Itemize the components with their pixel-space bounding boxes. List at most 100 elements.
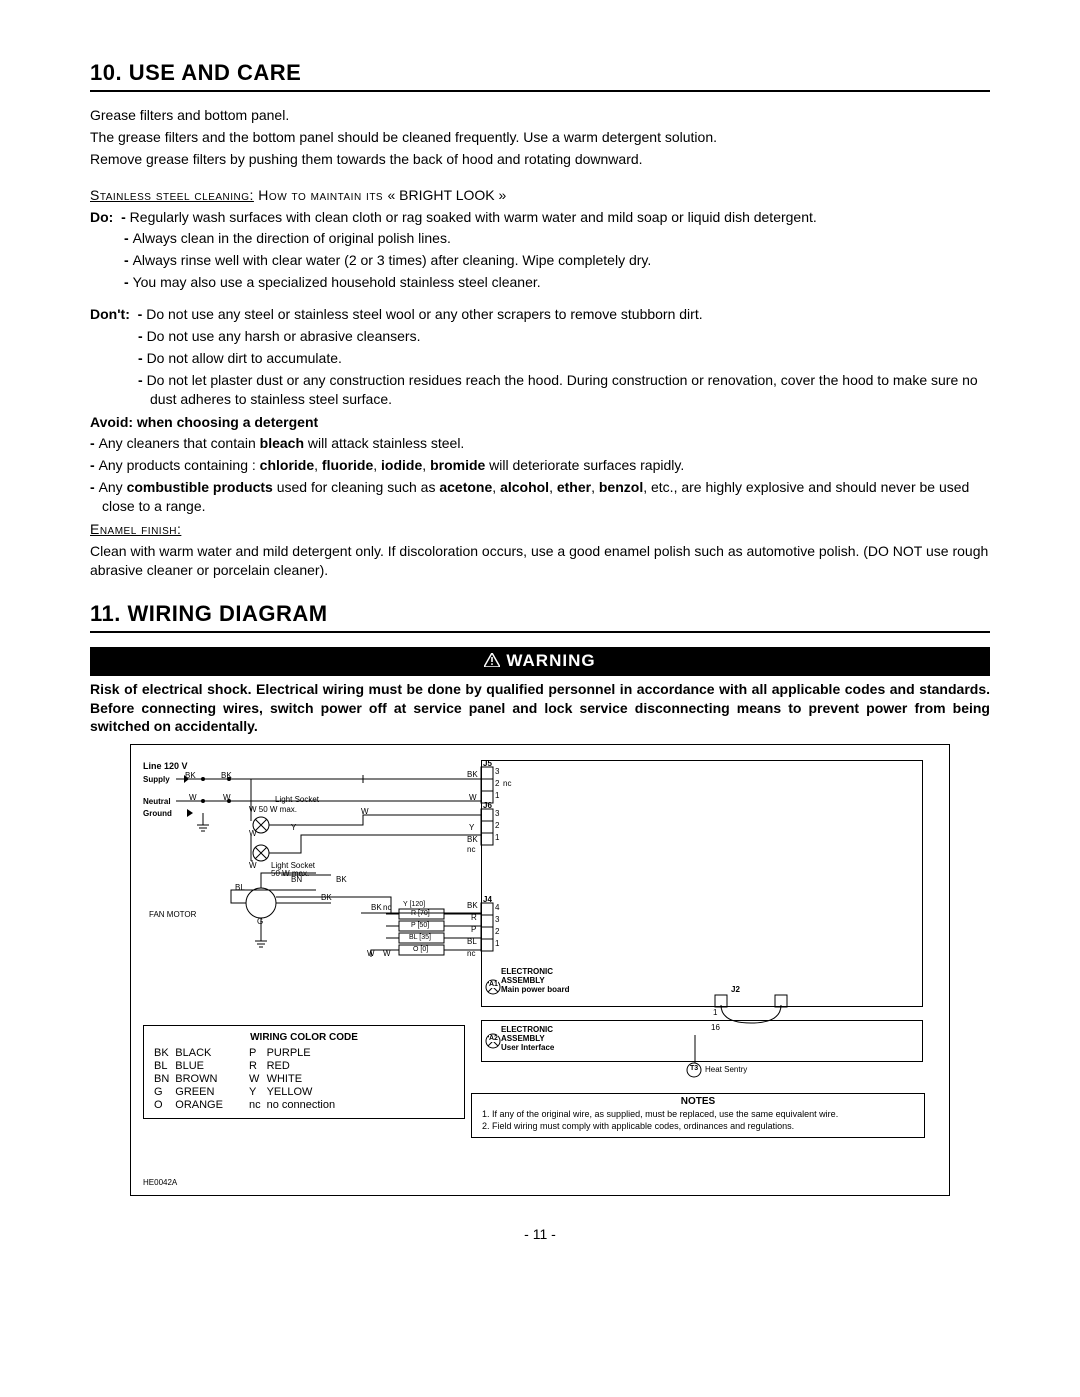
cc-hdr: WIRING COLOR CODE [154,1032,454,1043]
hs-line [691,1035,699,1063]
dont2: - Do not use any harsh or abrasive clean… [138,327,990,346]
rj4: R [471,913,477,922]
cc-body: BKBLACKPPURPLE BLBLUERRED BNBROWNWWHITE … [154,1047,341,1112]
j5-3: 3 [495,767,499,776]
warning-bar: WARNING [90,647,990,676]
avoid-hdr: Avoid: when choosing a detergent [90,413,990,432]
w1: W [189,793,197,802]
bk7: BK [371,903,382,912]
he-code: HE0042A [143,1178,177,1187]
page-number: - 11 - [90,1226,990,1242]
dont-line1: Don't: - Do not use any steel or stainle… [90,305,990,324]
bk4: BK [467,835,478,844]
j4-3: 3 [495,915,499,924]
dont-label: Don't: [90,306,130,322]
w50a: W 50 W max. [249,805,297,814]
do3: - Always rinse well with clear water (2 … [124,251,990,270]
warning-label: WARNING [506,651,595,670]
nc1: nc [467,845,475,854]
enamel-hdr: Enamel finish: [90,520,990,539]
yls: Y [291,823,296,832]
do2: - Always clean in the direction of origi… [124,229,990,248]
o0: O [0] [413,946,428,953]
bk1: BK [185,771,196,780]
wbot: W [367,949,375,958]
ss-header: Stainless steel cleaning: How to maintai… [90,186,990,205]
note2: Field wiring must comply with applicable… [492,1121,918,1131]
notes-box: NOTES If any of the original wire, as su… [471,1093,925,1138]
wbot2: W [383,949,391,958]
j5-2: 2 [495,779,499,788]
do1: Regularly wash surfaces with clean cloth… [130,209,817,225]
avoid1: - Any cleaners that contain bleach will … [90,434,990,453]
dont4: - Do not let plaster dust or any constru… [138,371,990,409]
bkj4: BK [467,901,478,910]
j5-1: 1 [495,791,499,800]
y120: Y [120] [403,901,425,908]
j5-lbl: J5 [483,759,492,768]
ls1a: Light Socket [275,795,319,804]
j6-1: 1 [495,833,499,842]
j2-16: 16 [711,1023,720,1032]
ncj4: nc [467,949,475,958]
s10-p1: Grease filters and bottom panel. [90,106,990,125]
w2: W [223,793,231,802]
do-line1: Do: - Regularly wash surfaces with clean… [90,208,990,227]
j6-3: 3 [495,809,499,818]
wls: W [249,829,257,838]
j5-nc: nc [503,779,511,788]
note1: If any of the original wire, as supplied… [492,1109,918,1119]
a2-lbl: A2 [489,1035,498,1042]
rule [90,90,990,92]
wls2: W [249,861,257,870]
g1: G [257,917,263,926]
t3-lbl: T3 [690,1065,698,1072]
bk6: BK [321,893,332,902]
ea2: ELECTRONIC ASSEMBLY User Interface [501,1025,554,1052]
r70: R [70] [411,910,430,917]
j4-2: 2 [495,927,499,936]
do-label: Do: [90,209,113,225]
enamel-p: Clean with warm water and mild detergent… [90,542,990,580]
w4: W [361,807,369,816]
j4-lbl: J4 [483,895,492,904]
w3: W [469,793,477,802]
section10-heading: 10. Use and Care [90,60,990,86]
bl35: BL [35] [409,934,431,941]
ss-hdr-a: Stainless steel cleaning: [90,187,254,203]
avoid2: - Any products containing : chloride, fl… [90,456,990,475]
dont3: - Do not allow dirt to accumulate. [138,349,990,368]
j2-lbl: J2 [731,985,740,994]
bk2: BK [221,771,232,780]
bk3: BK [467,770,478,779]
wiring-diagram: Line 120 V Supply Neutral Ground FAN MOT… [130,744,950,1196]
section11-heading: 11. Wiring Diagram [90,601,990,627]
ss-hdr-c: « BRIGHT LOOK » [388,187,507,203]
warning-text: Risk of electrical shock. Electrical wir… [90,680,990,737]
j4-1: 1 [495,939,499,948]
y1: Y [469,823,474,832]
ea1: ELECTRONIC ASSEMBLY Main power board [501,967,569,994]
warning-icon [484,652,500,672]
j6-2: 2 [495,821,499,830]
j2-1: 1 [713,1008,717,1017]
dont1: Do not use any steel or stainless steel … [146,306,702,322]
s10-p2: The grease filters and the bottom panel … [90,128,990,147]
s10-p3: Remove grease filters by pushing them to… [90,150,990,169]
p50: P [50] [411,922,429,929]
pj4: P [471,925,476,934]
blj4: BL [467,937,477,946]
do4: - You may also use a specialized househo… [124,273,990,292]
j4-4: 4 [495,903,499,912]
j2-arc [711,993,791,1033]
wires-svg [131,745,931,1005]
bl1: BL [235,883,245,892]
avoid3: - Any combustible products used for clea… [90,478,990,516]
ss-hdr-b: How to maintain its [254,187,388,203]
notes-hdr: NOTES [478,1096,918,1107]
bk5: BK [336,875,347,884]
a1-lbl: A1 [489,981,498,988]
j6-lbl: J6 [483,801,492,810]
bn1: BN [291,875,302,884]
nc2: nc [383,903,391,912]
